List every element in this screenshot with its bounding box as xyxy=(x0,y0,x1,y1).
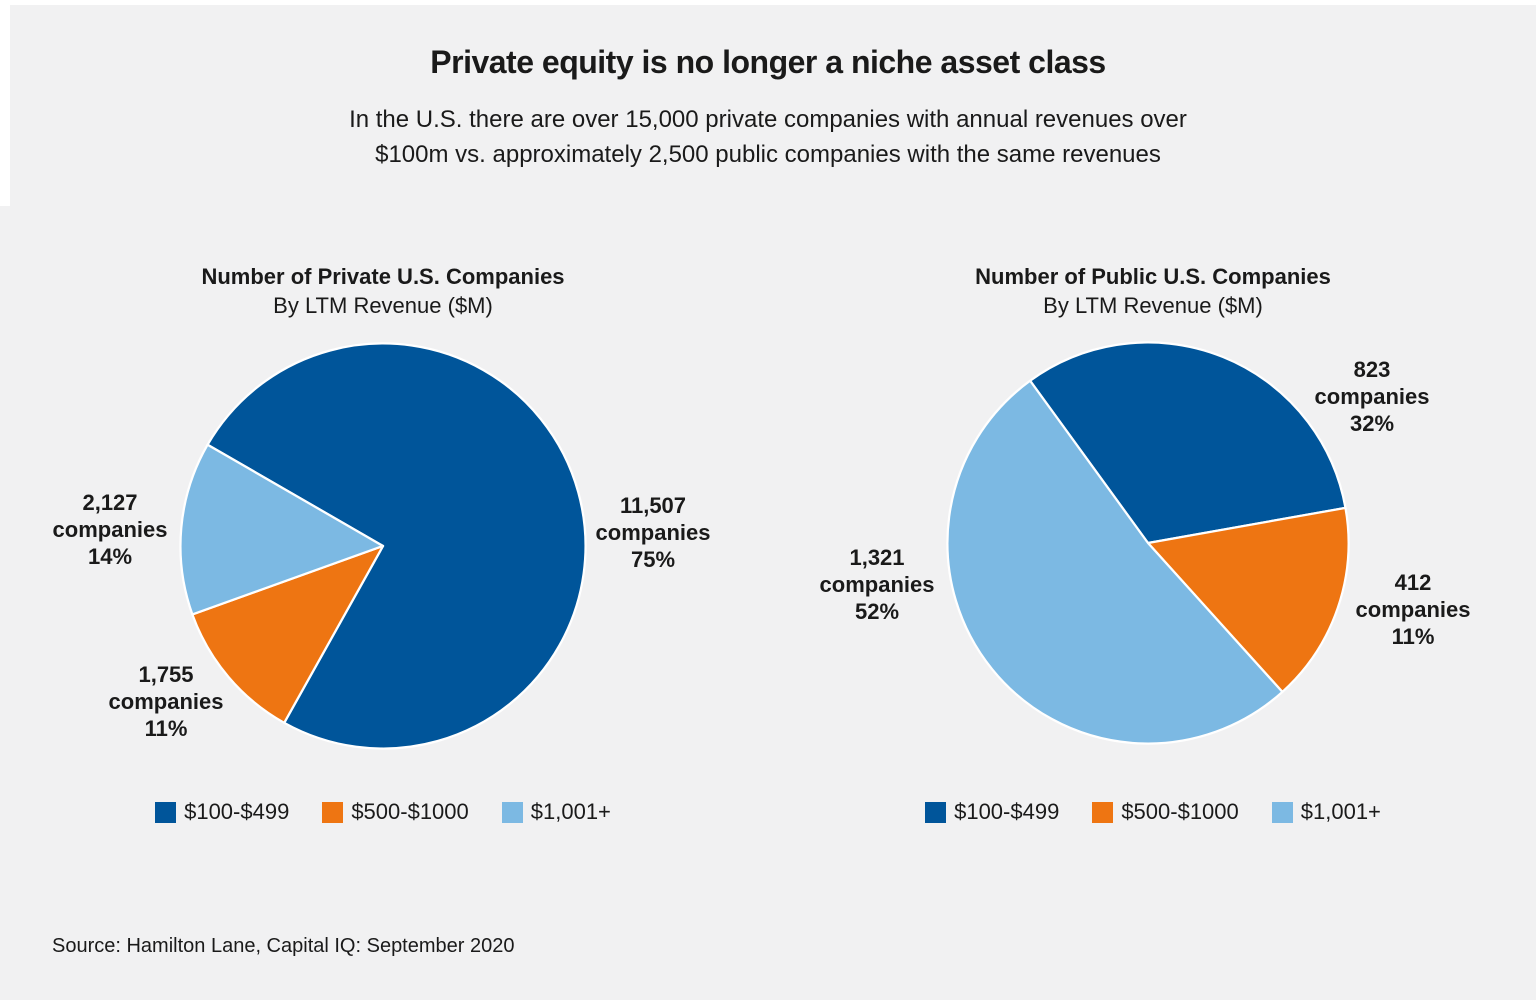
legend-label: $100-$499 xyxy=(184,799,290,824)
legend-item-500-1000: $500-$1000 xyxy=(1092,799,1239,825)
legend-item-1001plus: $1,001+ xyxy=(1271,799,1381,825)
slice-label-value: 11,507 xyxy=(619,493,687,518)
chart-title-public: Number of Public U.S. Companies By LTM R… xyxy=(770,262,1536,320)
slice-label-unit: companies xyxy=(108,689,224,714)
pie-slice-$500-$1000 xyxy=(191,544,385,724)
top-edge-strip xyxy=(0,0,1536,5)
source-note: Source: Hamilton Lane, Capital IQ: Septe… xyxy=(52,935,515,957)
slice-label-private-500-1000: 1,755 companies 11% xyxy=(109,661,224,742)
chart-title-private-sub: By LTM Revenue ($M) xyxy=(273,293,493,318)
slice-label-value: 2,127 xyxy=(82,490,138,515)
pie-slice-$100-$499 xyxy=(206,342,587,750)
legend-swatch-orange xyxy=(1092,801,1114,823)
pie-slice-$500-$1000 xyxy=(1146,506,1350,694)
slice-label-unit: companies xyxy=(1355,597,1471,622)
legend-item-1001plus: $1,001+ xyxy=(501,799,611,825)
legend-label: $1,001+ xyxy=(1300,799,1381,824)
legend-private: $100-$499 $500-$1000 $1,001+ xyxy=(0,799,766,825)
slice-label-unit: companies xyxy=(52,517,168,542)
slice-label-public-1001plus: 1,321 companies 52% xyxy=(820,544,935,625)
legend-item-100-499: $100-$499 xyxy=(155,799,289,825)
legend-item-100-499: $100-$499 xyxy=(925,799,1059,825)
chart-title-private-main: Number of Private U.S. Companies xyxy=(201,264,565,289)
pie-chart-public-svg xyxy=(946,341,1350,745)
page-subtitle-line1: In the U.S. there are over 15,000 privat… xyxy=(349,106,1187,133)
slice-label-private-100-499: 11,507 companies 75% xyxy=(596,492,711,573)
slice-label-private-1001plus: 2,127 companies 14% xyxy=(53,489,168,570)
slice-label-percent: 11% xyxy=(144,716,188,741)
legend-swatch-light-blue xyxy=(501,801,523,823)
pie-chart-private-svg xyxy=(179,342,587,750)
legend-swatch-light-blue xyxy=(1271,801,1293,823)
legend-label: $500-$1000 xyxy=(1121,799,1239,824)
slice-label-value: 1,321 xyxy=(849,545,905,570)
pie-slice-$1,001+ xyxy=(946,379,1284,745)
legend-item-500-1000: $500-$1000 xyxy=(322,799,469,825)
slice-label-percent: 52% xyxy=(854,599,900,624)
slice-label-unit: companies xyxy=(1314,384,1430,409)
slice-label-value: 823 xyxy=(1353,357,1391,382)
page-title: Private equity is no longer a niche asse… xyxy=(430,44,1106,80)
pie-slice-$1,001+ xyxy=(179,443,385,616)
slice-label-percent: 14% xyxy=(87,544,133,569)
legend-label: $1,001+ xyxy=(530,799,611,824)
legend-label: $500-$1000 xyxy=(351,799,469,824)
legend-swatch-dark-blue xyxy=(155,801,177,823)
legend-public: $100-$499 $500-$1000 $1,001+ xyxy=(770,799,1536,825)
slice-label-unit: companies xyxy=(595,520,711,545)
pie-slice-$100-$499 xyxy=(1028,341,1347,545)
page-subtitle-line2: $100m vs. approximately 2,500 public com… xyxy=(375,141,1161,168)
slice-label-percent: 11% xyxy=(1391,624,1435,649)
chart-title-public-sub: By LTM Revenue ($M) xyxy=(1043,293,1263,318)
chart-title-private: Number of Private U.S. Companies By LTM … xyxy=(0,262,766,320)
chart-title-public-main: Number of Public U.S. Companies xyxy=(975,264,1331,289)
left-edge-strip xyxy=(0,0,10,206)
pie-chart-public xyxy=(945,340,1351,746)
legend-swatch-orange xyxy=(322,801,344,823)
slice-label-value: 1,755 xyxy=(138,662,194,687)
slice-label-percent: 75% xyxy=(630,547,676,572)
slice-label-unit: companies xyxy=(819,572,935,597)
legend-label: $100-$499 xyxy=(954,799,1060,824)
legend-swatch-dark-blue xyxy=(925,801,947,823)
slice-label-public-100-499: 823 companies 32% xyxy=(1315,356,1430,437)
slice-label-value: 412 xyxy=(1394,570,1432,595)
pie-chart-private xyxy=(178,341,588,751)
page-subtitle: In the U.S. there are over 15,000 privat… xyxy=(0,102,1536,172)
slice-label-percent: 32% xyxy=(1349,411,1395,436)
slice-label-public-500-1000: 412 companies 11% xyxy=(1356,569,1471,650)
